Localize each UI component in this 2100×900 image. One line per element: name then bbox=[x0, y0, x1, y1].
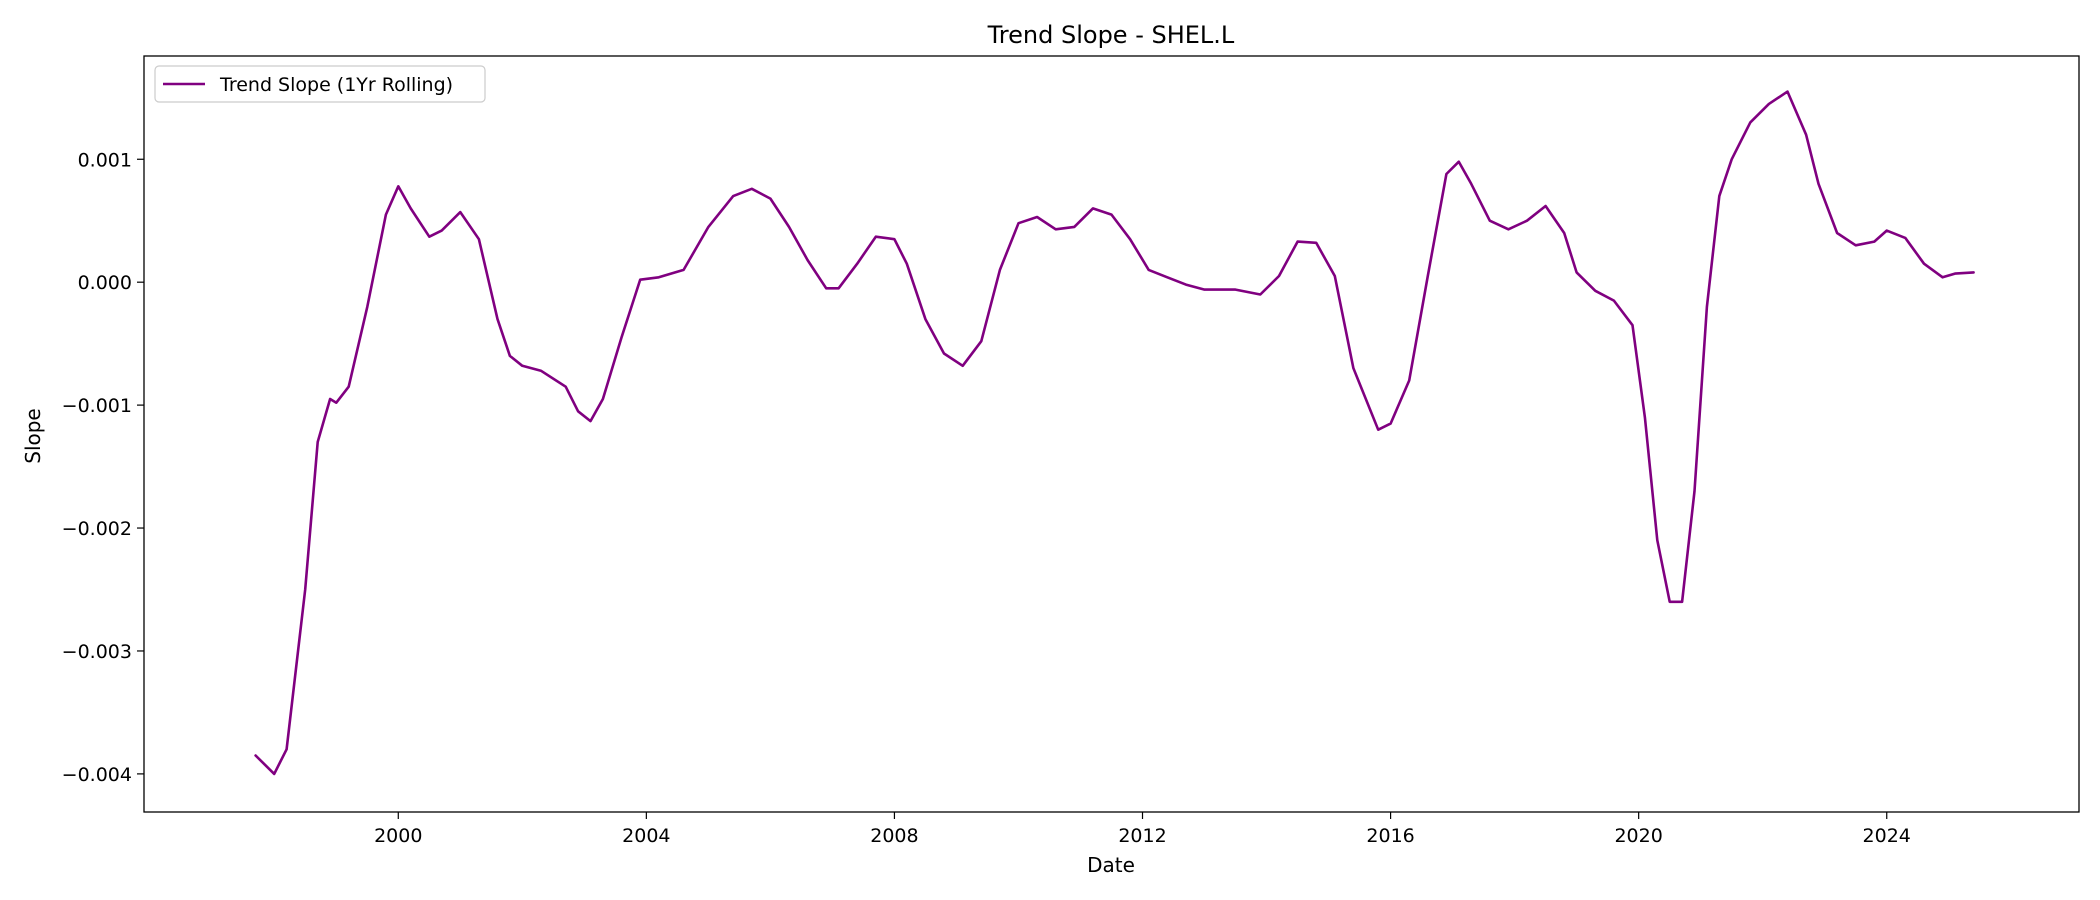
y-axis: −0.004 −0.003 −0.002 −0.001 0.000 0.001 bbox=[62, 149, 144, 786]
x-tick-label: 2004 bbox=[622, 825, 670, 847]
legend: Trend Slope (1Yr Rolling) bbox=[154, 65, 486, 103]
plot-area bbox=[143, 55, 2080, 813]
x-tick-label: 2016 bbox=[1366, 825, 1414, 847]
series-line-0 bbox=[254, 90, 1975, 776]
x-tick-label: 2008 bbox=[870, 825, 918, 847]
x-tick-label: 2020 bbox=[1614, 825, 1662, 847]
legend-box bbox=[154, 65, 486, 103]
legend-label: Trend Slope (1Yr Rolling) bbox=[219, 74, 453, 96]
y-tick-label: 0.000 bbox=[78, 272, 132, 294]
plot-frame bbox=[143, 55, 2080, 813]
y-tick-label: −0.004 bbox=[62, 764, 132, 786]
y-axis-label: Slope bbox=[21, 408, 45, 464]
x-tick-label: 2012 bbox=[1118, 825, 1166, 847]
x-axis-label: Date bbox=[1087, 853, 1135, 877]
y-tick-label: −0.003 bbox=[62, 641, 132, 663]
x-axis: 2000 2004 2008 2012 2016 2020 2024 bbox=[374, 812, 1911, 847]
y-tick-label: −0.002 bbox=[62, 518, 132, 540]
y-tick-label: −0.001 bbox=[62, 395, 132, 417]
chart-title: Trend Slope - SHEL.L bbox=[987, 21, 1235, 49]
x-tick-label: 2000 bbox=[374, 825, 422, 847]
x-tick-label: 2024 bbox=[1863, 825, 1911, 847]
y-tick-label: 0.001 bbox=[78, 149, 132, 171]
